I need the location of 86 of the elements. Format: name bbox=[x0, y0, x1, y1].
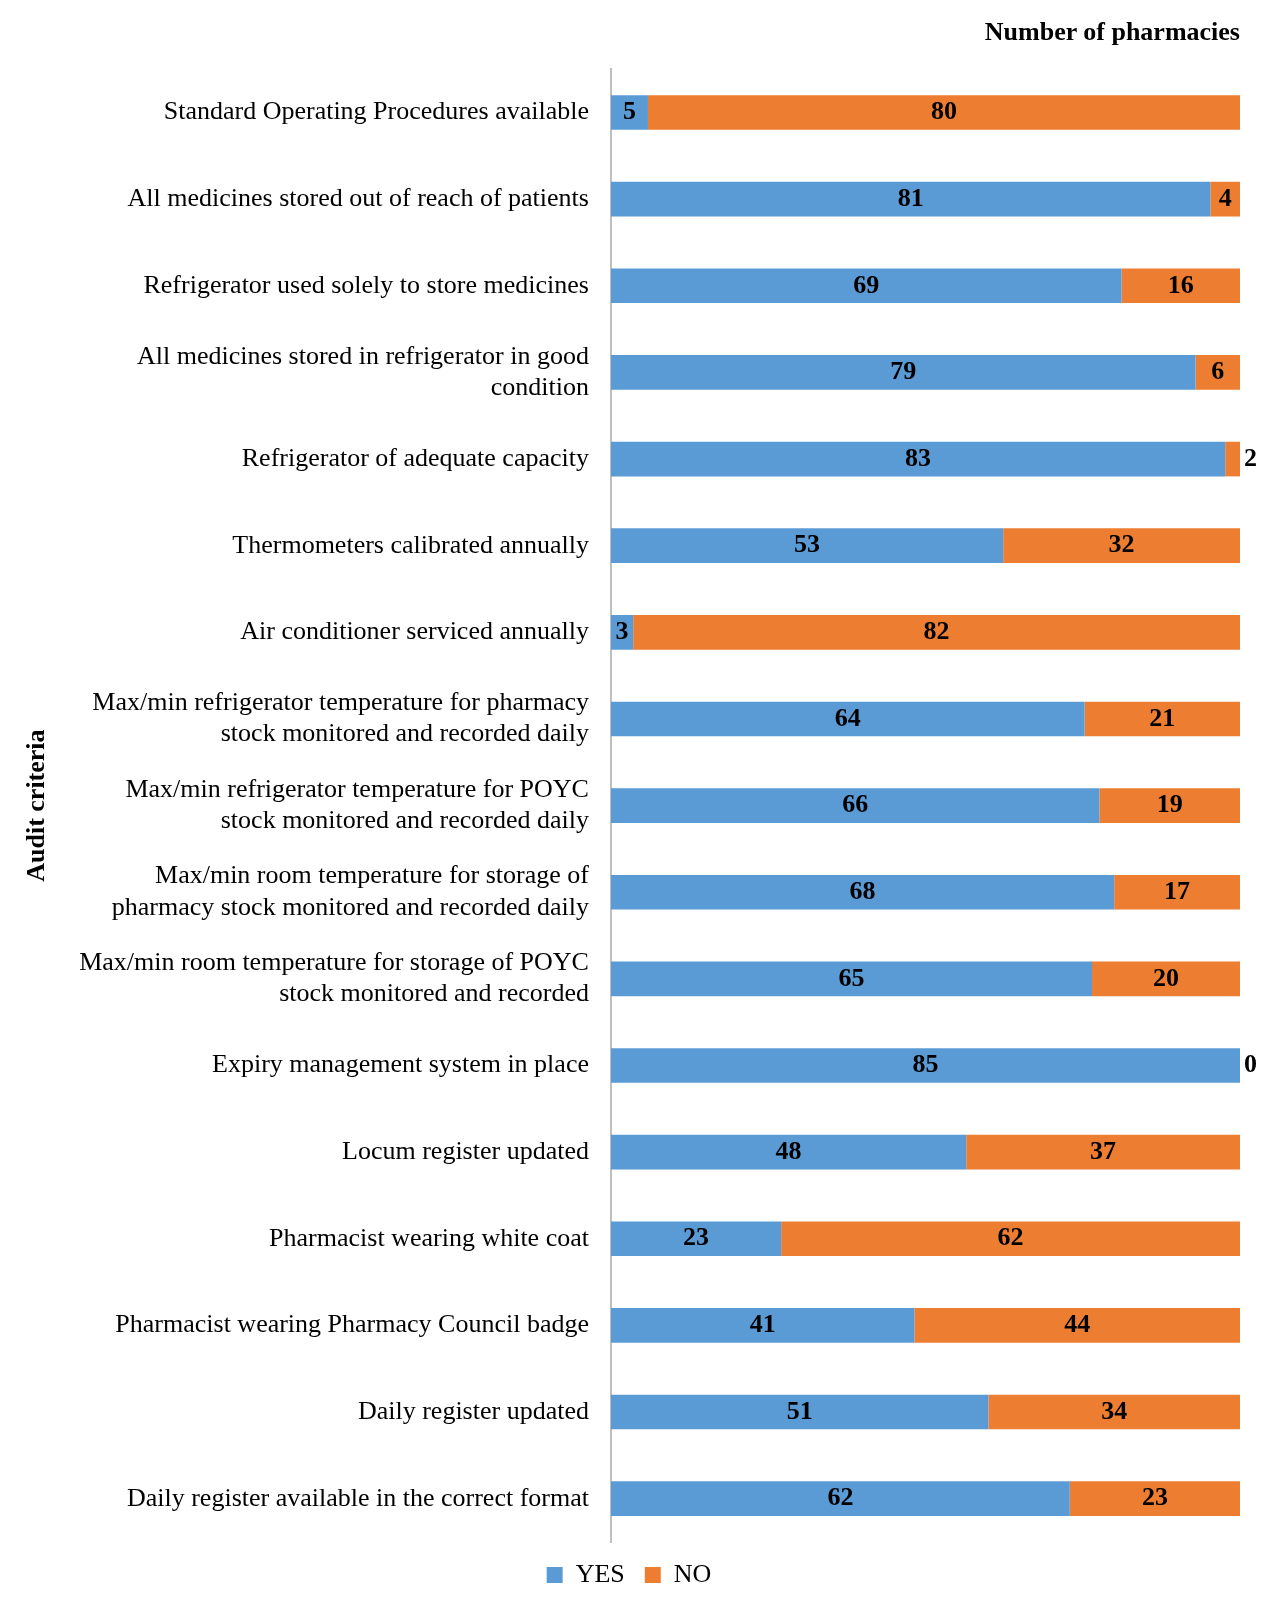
data-label: 48 bbox=[775, 1135, 802, 1165]
y-tick-label: Max/min room temperature for storage of pharmacy stock monitored and recorded daily bbox=[111, 860, 590, 921]
data-label: 68 bbox=[849, 875, 876, 905]
y-tick-label: All medicines stored in refrigerator in good condition bbox=[136, 340, 589, 401]
y-tick-label: Max/min room temperature for storage of POYC stock monitored and recorded bbox=[79, 947, 589, 1008]
bar bbox=[610, 355, 1196, 390]
bar bbox=[1003, 528, 1240, 564]
data-label: 2 bbox=[1244, 442, 1257, 472]
y-tick-label: Air conditioner serviced annually bbox=[240, 616, 589, 646]
data-label: 20 bbox=[1153, 962, 1179, 992]
bar bbox=[610, 441, 1226, 477]
y-tick-label: Max/min refrigerator temperature for pharmacy stock monitored and recorded daily bbox=[92, 687, 589, 748]
data-label: 44 bbox=[1064, 1309, 1091, 1339]
bar bbox=[1069, 1481, 1240, 1517]
bar bbox=[610, 961, 1092, 997]
bar bbox=[610, 95, 648, 130]
data-label: 32 bbox=[1108, 529, 1135, 559]
bar bbox=[610, 701, 1085, 737]
bar bbox=[610, 1308, 915, 1343]
bar bbox=[781, 1221, 1240, 1257]
bar bbox=[966, 1134, 1240, 1170]
bar bbox=[610, 1048, 1240, 1083]
data-label: 64 bbox=[834, 702, 861, 732]
y-axis-title: Audit criteria bbox=[21, 729, 51, 882]
data-label: 16 bbox=[1167, 269, 1194, 299]
chart-title: Number of pharmacies bbox=[984, 17, 1240, 47]
bar bbox=[633, 615, 1240, 650]
data-label: 65 bbox=[838, 962, 865, 992]
bar bbox=[647, 95, 1240, 130]
data-label: 82 bbox=[923, 616, 950, 646]
data-label: 3 bbox=[615, 616, 629, 646]
data-label: 80 bbox=[930, 96, 957, 126]
bar bbox=[610, 1481, 1070, 1517]
data-label: 53 bbox=[794, 529, 821, 559]
bar bbox=[610, 528, 1004, 564]
data-label: 62 bbox=[997, 1222, 1024, 1252]
data-label: 41 bbox=[749, 1309, 776, 1339]
data-label: 79 bbox=[890, 356, 917, 386]
y-tick-label: All medicines stored out of reach of patients bbox=[127, 182, 589, 212]
legend-label: YES bbox=[575, 1558, 625, 1588]
data-label: 23 bbox=[683, 1222, 710, 1252]
data-label: 66 bbox=[842, 789, 869, 819]
bar bbox=[914, 1308, 1240, 1343]
data-label: 23 bbox=[1141, 1482, 1168, 1512]
data-label: 21 bbox=[1149, 702, 1176, 732]
y-tick-label: Expiry management system in place bbox=[212, 1049, 589, 1079]
bar bbox=[610, 874, 1115, 910]
y-tick-label: Standard Operating Procedures available bbox=[163, 96, 589, 126]
bar bbox=[610, 1134, 967, 1170]
y-tick-label: Daily register updated bbox=[357, 1395, 589, 1425]
data-label: 19 bbox=[1156, 789, 1183, 819]
bar bbox=[1195, 355, 1240, 390]
bar bbox=[1099, 788, 1240, 823]
bar bbox=[1114, 874, 1240, 910]
data-label: 4 bbox=[1218, 182, 1232, 212]
bar bbox=[610, 181, 1211, 217]
y-tick-label: Pharmacist wearing Pharmacy Council badge bbox=[115, 1309, 589, 1339]
y-tick-label: Refrigerator of adequate capacity bbox=[241, 442, 589, 472]
bar bbox=[1084, 701, 1240, 737]
bar bbox=[610, 1221, 782, 1257]
bar bbox=[610, 788, 1100, 823]
data-label: 85 bbox=[912, 1049, 939, 1079]
data-label: 51 bbox=[786, 1395, 813, 1425]
data-label: 81 bbox=[897, 182, 924, 212]
bar bbox=[1121, 268, 1240, 304]
data-label: 5 bbox=[622, 96, 636, 126]
bar bbox=[610, 1394, 989, 1430]
y-tick-label: Locum register updated bbox=[342, 1135, 589, 1165]
bar bbox=[1225, 441, 1240, 477]
bar bbox=[1091, 961, 1240, 997]
y-tick-label: Refrigerator used solely to store medicines bbox=[143, 269, 589, 299]
data-label: 62 bbox=[827, 1482, 854, 1512]
data-label: 37 bbox=[1090, 1135, 1117, 1165]
y-tick-label: Daily register available in the correct format bbox=[126, 1482, 590, 1512]
data-label: 6 bbox=[1211, 356, 1225, 386]
data-label: 0 bbox=[1244, 1049, 1257, 1079]
y-tick-label: Thermometers calibrated annually bbox=[232, 529, 589, 559]
data-label: 34 bbox=[1101, 1395, 1128, 1425]
data-label: 83 bbox=[905, 442, 932, 472]
y-tick-label: Max/min refrigerator temperature for POYC stock monitored and recorded daily bbox=[125, 773, 589, 835]
bar bbox=[610, 268, 1122, 304]
legend-label: NO bbox=[673, 1558, 712, 1588]
data-label: 69 bbox=[853, 269, 880, 299]
data-label: 17 bbox=[1164, 875, 1191, 905]
bar bbox=[988, 1394, 1240, 1430]
y-tick-label: Pharmacist wearing white coat bbox=[269, 1222, 590, 1252]
